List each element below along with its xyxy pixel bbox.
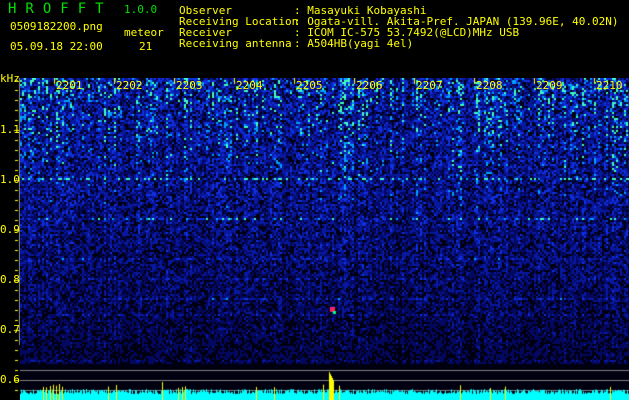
y-tick-label: 0.9 [0,223,20,236]
y-tick-label: 1.1 [0,123,20,136]
y-tick-label: 1.0 [0,173,20,186]
time-tick-label: 2201 [56,79,83,92]
time-tick-label: 2202 [116,79,143,92]
time-tick-label: 2205 [296,79,323,92]
file-datetime: 05.09.18 22:00 [10,40,103,53]
time-tick-label: 2209 [536,79,563,92]
y-tick-label: 0.6 [0,373,20,386]
time-tick-label: 2204 [236,79,263,92]
time-tick-label: 2206 [356,79,383,92]
info-value: : ICOM IC-575 53.7492(@LCD)MHz USB [294,26,520,39]
info-label: Receiver [179,26,232,39]
time-tick-label: 2208 [476,79,503,92]
info-value: : A504HB(yagi 4el) [294,37,414,50]
info-label: Receiving antenna [179,37,292,50]
meteor-label: meteor [124,26,164,39]
spectrogram [20,78,629,400]
info-label: Observer [179,4,232,17]
info-value: : Masayuki Kobayashi [294,4,427,17]
time-tick-label: 2207 [416,79,443,92]
time-tick-label: 2203 [176,79,203,92]
frequency-axis [0,78,20,400]
axis-unit: kHz [0,72,20,85]
y-tick-label: 0.7 [0,323,20,336]
time-tick-label: 2210 [596,79,623,92]
y-tick-label: 0.8 [0,273,20,286]
info-label: Receiving Location [179,15,299,28]
info-value: : Ogata-vill. Akita-Pref. JAPAN (139.96E… [294,15,619,28]
meteor-count: 21 [139,40,153,53]
app-version: 1.0.0 [124,3,158,16]
file-name: 0509182200.png [10,20,103,33]
app-title: HROFFT [8,1,113,17]
